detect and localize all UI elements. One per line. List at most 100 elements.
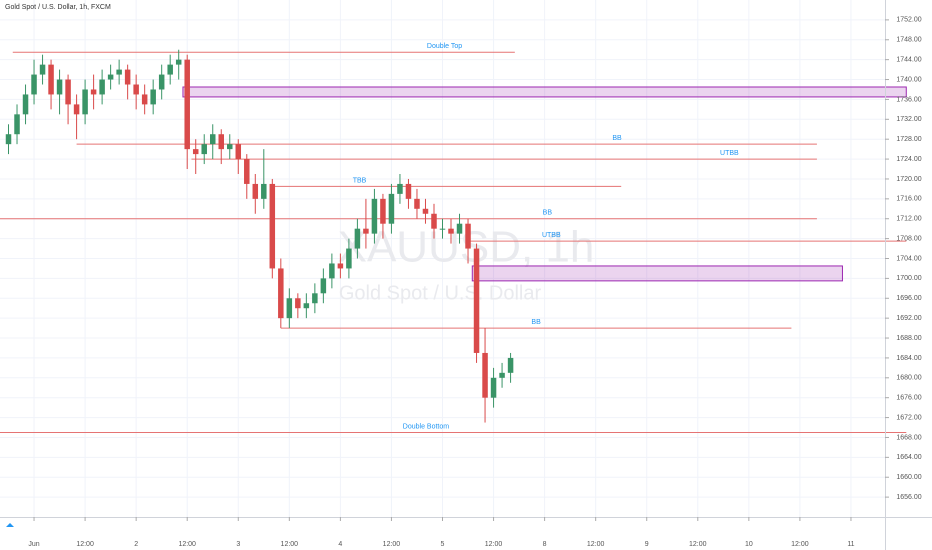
y-tick-label: 1696.00 xyxy=(896,295,921,302)
candle-body xyxy=(439,228,446,230)
candle-body xyxy=(175,59,182,65)
candle-body xyxy=(320,278,327,294)
y-tick-label: 1716.00 xyxy=(896,196,921,203)
candle-body xyxy=(73,104,80,115)
candle-body xyxy=(227,144,233,150)
candle-body xyxy=(99,79,105,95)
candle-body xyxy=(422,208,429,214)
candle-body xyxy=(286,298,293,319)
candle-body xyxy=(346,248,352,269)
y-tick-label: 1692.00 xyxy=(896,315,921,322)
candle-body xyxy=(431,213,437,229)
x-tick-label: 12:00 xyxy=(281,541,299,548)
candle-body xyxy=(65,79,71,105)
candle-body xyxy=(329,263,335,279)
x-tick-label: 12:00 xyxy=(76,541,94,548)
x-tick-label: 12:00 xyxy=(178,541,196,548)
y-tick-label: 1684.00 xyxy=(896,355,921,362)
candle-body xyxy=(499,372,505,378)
candle-body xyxy=(14,114,20,135)
y-tick-label: 1732.00 xyxy=(896,116,921,123)
y-tick-label: 1752.00 xyxy=(896,17,921,24)
x-tick-label: 12:00 xyxy=(689,541,707,548)
level-label: Double Bottom xyxy=(403,423,449,430)
x-tick-label: 12:00 xyxy=(791,541,809,548)
candle-body xyxy=(90,89,97,95)
candle-body xyxy=(456,223,463,234)
y-tick-label: 1728.00 xyxy=(896,136,921,143)
candle-body xyxy=(312,293,318,304)
y-tick-label: 1712.00 xyxy=(896,216,921,223)
y-tick-label: 1672.00 xyxy=(896,414,921,421)
candle-body xyxy=(482,352,488,398)
y-tick-label: 1680.00 xyxy=(896,375,921,382)
candle-body xyxy=(56,79,63,95)
candle-body xyxy=(448,228,454,234)
level-label: BB xyxy=(612,135,622,142)
candle-body xyxy=(82,89,88,115)
y-tick-label: 1744.00 xyxy=(896,56,921,63)
y-tick-label: 1700.00 xyxy=(896,275,921,282)
candle-body xyxy=(133,84,139,95)
candle-body xyxy=(337,263,344,269)
candle-body xyxy=(278,268,284,319)
candle-body xyxy=(141,94,148,105)
x-tick-label: Jun xyxy=(28,541,39,548)
candle-body xyxy=(107,74,114,80)
y-tick-label: 1688.00 xyxy=(896,335,921,342)
x-tick-label: 12:00 xyxy=(383,541,401,548)
x-tick-label: 8 xyxy=(543,541,547,548)
candle-body xyxy=(201,144,207,155)
candle-body xyxy=(465,223,471,249)
y-tick-label: 1724.00 xyxy=(896,156,921,163)
candle-body xyxy=(124,69,131,85)
level-label: BB xyxy=(543,210,553,217)
candle-body xyxy=(150,89,156,105)
candle-body xyxy=(184,59,190,150)
candle-body xyxy=(192,149,199,155)
candle-body xyxy=(507,357,514,373)
candle-body xyxy=(48,64,54,95)
candle-body xyxy=(209,134,216,145)
y-tick-label: 1668.00 xyxy=(896,434,921,441)
y-tick-label: 1736.00 xyxy=(896,96,921,103)
candle-body xyxy=(295,298,301,309)
candle-body xyxy=(490,377,497,398)
candle-body xyxy=(303,303,310,309)
candle-body xyxy=(363,228,369,234)
y-tick-label: 1740.00 xyxy=(896,76,921,83)
zone xyxy=(182,86,907,98)
chart-title: Gold Spot / U.S. Dollar, 1h, FXCM xyxy=(5,4,111,11)
x-tick-label: 11 xyxy=(847,541,854,548)
candle-body xyxy=(405,183,412,199)
candle-body xyxy=(218,134,224,150)
level-label: UTBB xyxy=(542,232,561,239)
candle-body xyxy=(22,94,29,115)
candle-body xyxy=(31,74,37,95)
candle-body xyxy=(380,198,386,224)
candle-body xyxy=(244,159,250,184)
candle-body xyxy=(354,228,361,249)
candle-body xyxy=(158,74,165,90)
candle-body xyxy=(39,64,46,75)
x-tick-label: 3 xyxy=(236,541,240,548)
watermark-subtitle: Gold Spot / U.S. Dollar xyxy=(339,282,542,304)
candle-body xyxy=(5,134,12,145)
zone xyxy=(471,265,843,282)
y-tick-label: 1708.00 xyxy=(896,235,921,242)
y-tick-label: 1676.00 xyxy=(896,395,921,402)
level-label: BB xyxy=(531,319,541,326)
y-tick-label: 1748.00 xyxy=(896,37,921,44)
x-tick-label: 5 xyxy=(441,541,445,548)
y-tick-label: 1660.00 xyxy=(896,474,921,481)
x-tick-label: 12:00 xyxy=(587,541,605,548)
candle-body xyxy=(116,69,122,75)
x-tick-label: 10 xyxy=(745,541,753,548)
logo[interactable] xyxy=(6,523,14,527)
candle-body xyxy=(252,183,259,199)
y-tick-label: 1720.00 xyxy=(896,176,921,183)
level-label: Double Top xyxy=(427,43,462,50)
candle-body xyxy=(414,198,420,209)
candle-body xyxy=(397,183,403,194)
candle-body xyxy=(261,183,267,199)
